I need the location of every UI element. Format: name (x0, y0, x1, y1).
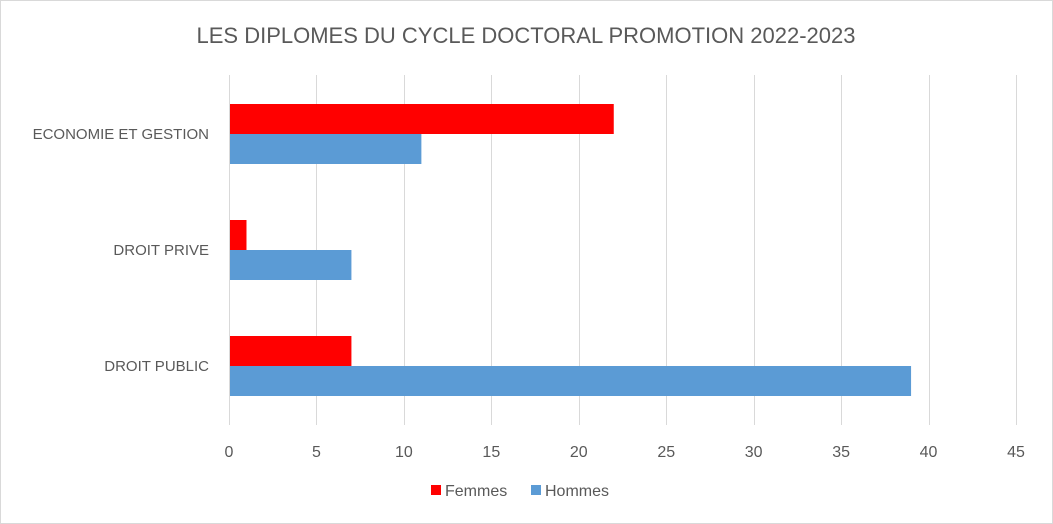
x-tick-label: 10 (395, 444, 413, 461)
bars (230, 104, 912, 396)
x-tick-label: 25 (657, 444, 675, 461)
legend-label-hommes: Hommes (545, 483, 609, 500)
bar-hommes-0 (230, 134, 422, 164)
x-tick-label: 5 (312, 444, 321, 461)
x-tick-label: 20 (570, 444, 588, 461)
x-tick-label: 30 (745, 444, 763, 461)
x-tick-label: 45 (1007, 444, 1025, 461)
legend-swatch-femmes (431, 485, 441, 495)
bar-femmes-2 (230, 336, 352, 366)
legend-label-femmes: Femmes (445, 483, 507, 500)
bar-hommes-2 (230, 366, 912, 396)
x-tick-label: 40 (920, 444, 938, 461)
category-label: DROIT PRIVE (113, 242, 209, 259)
bar-femmes-0 (230, 104, 614, 134)
chart-title: LES DIPLOMES DU CYCLE DOCTORAL PROMOTION… (197, 23, 856, 48)
x-tick-label: 35 (832, 444, 850, 461)
category-label: ECONOMIE ET GESTION (33, 126, 209, 143)
legend-swatch-hommes (531, 485, 541, 495)
bar-femmes-1 (230, 220, 247, 250)
legend: Femmes Hommes (431, 483, 609, 500)
category-label: DROIT PUBLIC (104, 358, 209, 375)
bar-hommes-1 (230, 250, 352, 280)
labels: 0 5 10 15 20 25 30 35 40 45 ECONOMIE ET GESTION DRO… (33, 126, 1025, 461)
x-tick-label: 15 (482, 444, 500, 461)
x-tick-label: 0 (225, 444, 234, 461)
